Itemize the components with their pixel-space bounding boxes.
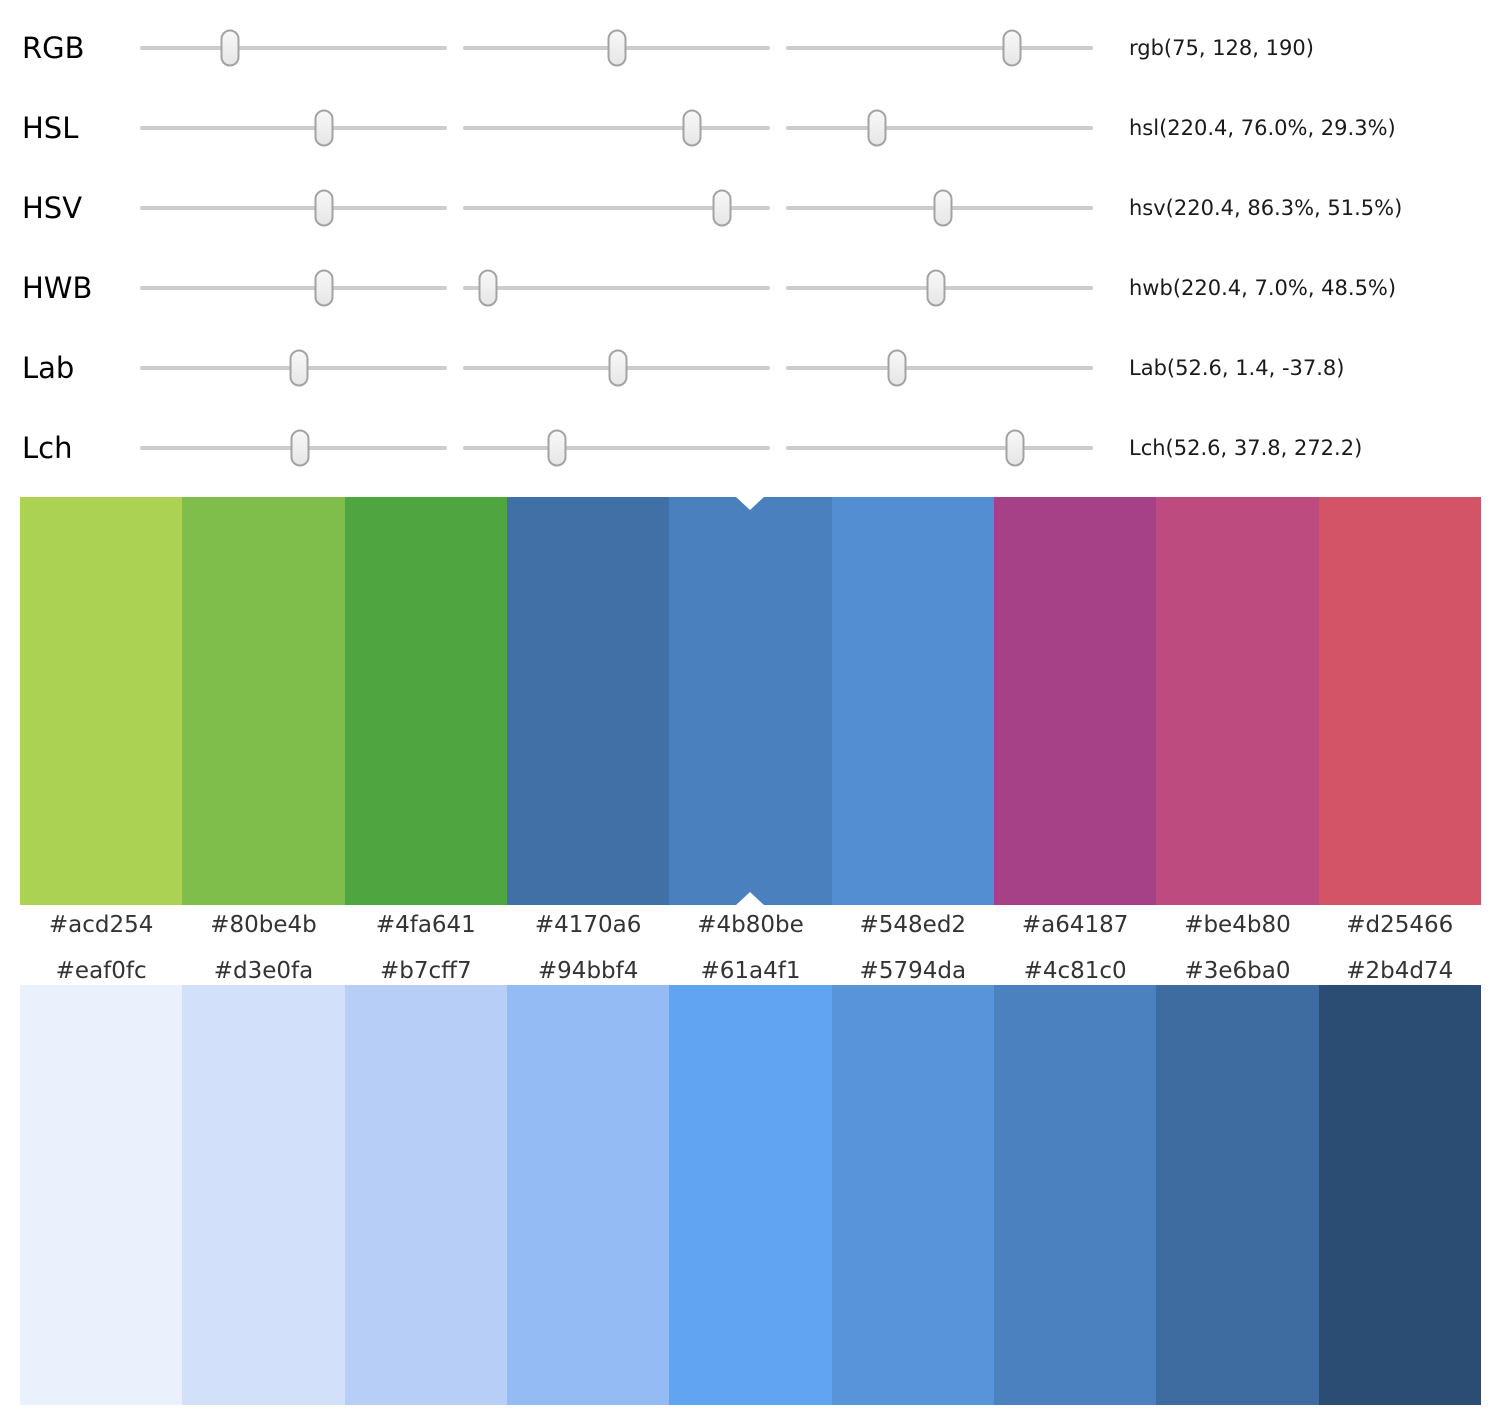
palette-swatch[interactable] — [993, 497, 1157, 905]
slider-track[interactable] — [140, 109, 447, 147]
palette-swatch[interactable] — [344, 497, 507, 905]
slider-handle[interactable] — [608, 349, 628, 387]
slider-handle[interactable] — [314, 109, 334, 147]
shade-hex-label: #d3e0fa — [213, 958, 314, 984]
shade-swatch[interactable] — [993, 985, 1157, 1405]
palette-swatch[interactable] — [1156, 497, 1319, 905]
slider-row-hsv: HSV hsv(220.4, 86.3%, 51.5%) — [0, 168, 1501, 248]
slider-track[interactable] — [140, 269, 447, 307]
shade-swatch[interactable] — [20, 985, 183, 1405]
slider-track[interactable] — [463, 429, 770, 467]
palette-swatch[interactable] — [20, 497, 183, 905]
shade-swatch[interactable] — [1318, 985, 1481, 1405]
slider-track[interactable] — [140, 189, 447, 227]
slider-row-label: HWB — [22, 271, 93, 305]
palette-hex-label: #be4b80 — [1184, 912, 1291, 938]
palette-hex-label: #4b80be — [697, 912, 804, 938]
slider-track[interactable] — [140, 29, 447, 67]
slider-handle[interactable] — [887, 349, 907, 387]
palette-swatch[interactable] — [1318, 497, 1481, 905]
slider-row-hwb: HWB hwb(220.4, 7.0%, 48.5%) — [0, 248, 1501, 328]
slider-handle[interactable] — [933, 189, 953, 227]
shade-swatch[interactable] — [831, 985, 994, 1405]
palette-hex-labels: #acd254 #80be4b #4fa641 #4170a6 #4b80be #548e… — [20, 911, 1481, 939]
slider-track[interactable] — [463, 189, 770, 227]
shade-swatch[interactable] — [669, 985, 832, 1405]
slider-value: hsv(220.4, 86.3%, 51.5%) — [1129, 196, 1403, 220]
shade-hex-label: #94bbf4 — [537, 958, 639, 984]
slider-row-label: HSV — [22, 191, 83, 225]
slider-handle[interactable] — [314, 269, 334, 307]
slider-track[interactable] — [786, 349, 1093, 387]
selection-marker-top-icon — [736, 497, 765, 510]
shades-strip — [20, 985, 1481, 1405]
slider-handle[interactable] — [547, 429, 567, 467]
slider-track[interactable] — [140, 429, 447, 467]
slider-track[interactable] — [786, 269, 1093, 307]
shade-hex-label: #b7cff7 — [380, 958, 472, 984]
slider-track[interactable] — [786, 189, 1093, 227]
slider-handle[interactable] — [712, 189, 732, 227]
slider-handle[interactable] — [314, 189, 334, 227]
slider-handle[interactable] — [682, 109, 702, 147]
slider-value: Lch(52.6, 37.8, 272.2) — [1129, 436, 1363, 460]
palette-swatch[interactable] — [831, 497, 994, 905]
slider-row-label: RGB — [22, 31, 85, 65]
slider-handle[interactable] — [867, 109, 887, 147]
slider-track[interactable] — [463, 109, 770, 147]
slider-track[interactable] — [140, 349, 447, 387]
slider-track[interactable] — [786, 109, 1093, 147]
shade-swatch[interactable] — [506, 985, 670, 1405]
slider-panel: RGB rgb(75, 128, 190) HSL hsl(220.4, 76.0%,… — [0, 8, 1501, 488]
slider-track[interactable] — [463, 349, 770, 387]
slider-handle[interactable] — [1005, 429, 1025, 467]
slider-value: hwb(220.4, 7.0%, 48.5%) — [1129, 276, 1397, 300]
slider-track[interactable] — [786, 429, 1093, 467]
palette-hex-label: #548ed2 — [859, 912, 967, 938]
shade-hex-label: #3e6ba0 — [1184, 958, 1291, 984]
selection-marker-bottom-icon — [736, 892, 765, 905]
slider-handle[interactable] — [478, 269, 498, 307]
slider-handle[interactable] — [220, 29, 240, 67]
slider-handle[interactable] — [1002, 29, 1022, 67]
slider-row-label: Lab — [22, 351, 75, 385]
slider-track[interactable] — [463, 29, 770, 67]
slider-row-rgb: RGB rgb(75, 128, 190) — [0, 8, 1501, 88]
slider-value: Lab(52.6, 1.4, -37.8) — [1129, 356, 1345, 380]
shade-hex-label: #4c81c0 — [1023, 958, 1127, 984]
palette-hex-label: #a64187 — [1021, 912, 1129, 938]
shade-swatch[interactable] — [344, 985, 507, 1405]
palette-hex-label: #80be4b — [210, 912, 317, 938]
slider-handle[interactable] — [290, 429, 310, 467]
palette-swatch[interactable] — [506, 497, 670, 905]
slider-row-lch: Lch Lch(52.6, 37.8, 272.2) — [0, 408, 1501, 488]
shade-hex-label: #eaf0fc — [55, 958, 147, 984]
slider-row-label: HSL — [22, 111, 79, 145]
shades-hex-labels: #eaf0fc #d3e0fa #b7cff7 #94bbf4 #61a4f1 #5794… — [20, 957, 1481, 985]
slider-row-label: Lch — [22, 431, 73, 465]
shade-hex-label: #5794da — [859, 958, 967, 984]
slider-handle[interactable] — [289, 349, 309, 387]
shade-hex-label: #61a4f1 — [700, 958, 801, 984]
palette-hex-label: #4170a6 — [534, 912, 642, 938]
slider-value: rgb(75, 128, 190) — [1129, 36, 1314, 60]
slider-track[interactable] — [463, 269, 770, 307]
palette-hex-label: #acd254 — [48, 912, 154, 938]
shade-swatch[interactable] — [182, 985, 345, 1405]
shade-swatch[interactable] — [1156, 985, 1319, 1405]
palette-swatch[interactable] — [669, 497, 832, 905]
slider-handle[interactable] — [607, 29, 626, 67]
slider-handle[interactable] — [926, 269, 945, 307]
shade-hex-label: #2b4d74 — [1346, 958, 1454, 984]
slider-row-hsl: HSL hsl(220.4, 76.0%, 29.3%) — [0, 88, 1501, 168]
palette-strip — [20, 497, 1481, 905]
slider-track[interactable] — [786, 29, 1093, 67]
palette-hex-label: #d25466 — [1346, 912, 1454, 938]
palette-swatch[interactable] — [182, 497, 345, 905]
palette-hex-label: #4fa641 — [375, 912, 476, 938]
slider-row-lab: Lab Lab(52.6, 1.4, -37.8) — [0, 328, 1501, 408]
slider-value: hsl(220.4, 76.0%, 29.3%) — [1129, 116, 1396, 140]
